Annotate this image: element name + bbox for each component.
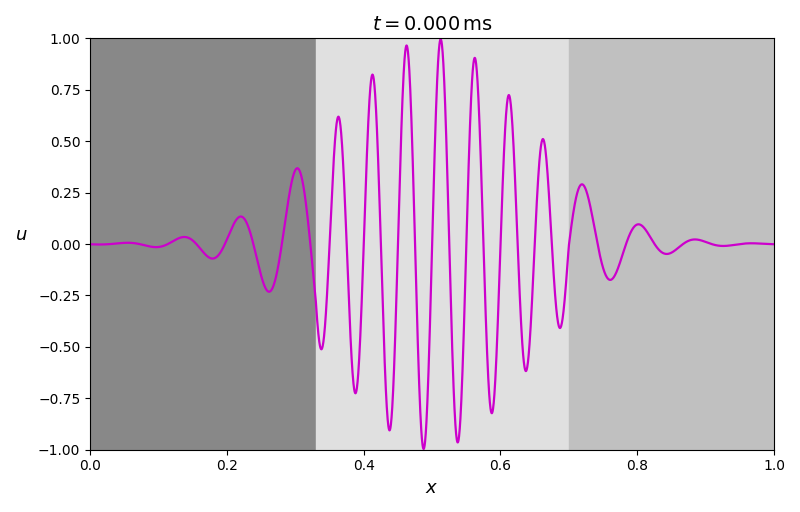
Bar xyxy=(90,38,316,450)
Title: $t = 0.000\,\mathrm{ms}$: $t = 0.000\,\mathrm{ms}$ xyxy=(372,15,493,34)
X-axis label: $x$: $x$ xyxy=(426,479,438,497)
Bar xyxy=(316,38,569,450)
Bar xyxy=(569,38,774,450)
Y-axis label: $u$: $u$ xyxy=(15,226,27,244)
